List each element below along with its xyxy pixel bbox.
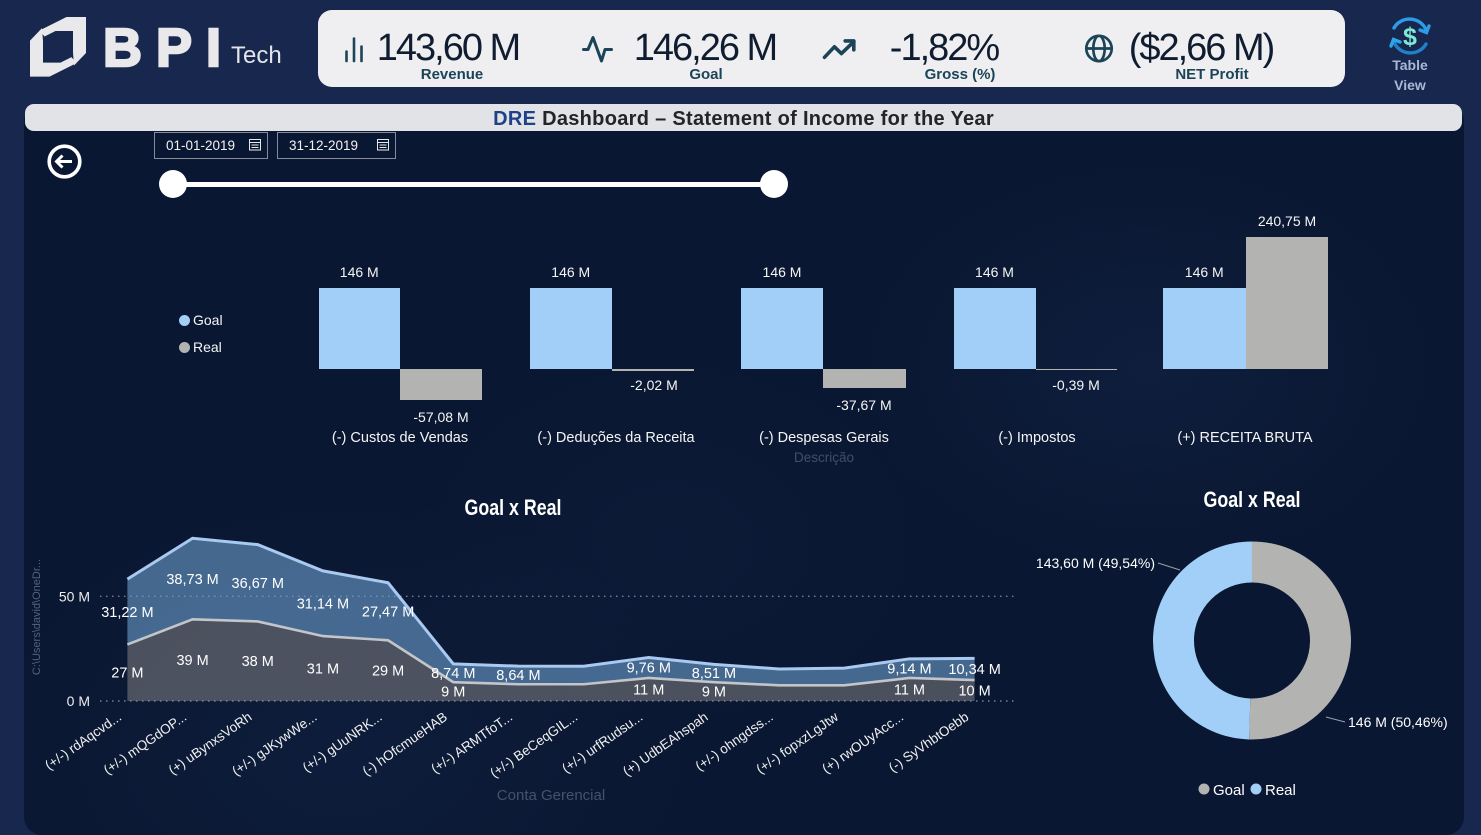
- svg-text:9 M: 9 M: [441, 685, 465, 701]
- svg-text:38 M: 38 M: [242, 654, 274, 670]
- svg-text:8,51 M: 8,51 M: [692, 666, 736, 682]
- svg-text:8,74 M: 8,74 M: [431, 666, 475, 682]
- svg-text:8,64 M: 8,64 M: [496, 668, 540, 684]
- svg-text:29 M: 29 M: [372, 664, 404, 680]
- svg-text:10,34 M: 10,34 M: [948, 662, 1000, 678]
- svg-text:9,76 M: 9,76 M: [627, 661, 671, 677]
- svg-text:27 M: 27 M: [111, 666, 143, 682]
- svg-text:C:\Users\david\OneDr...: C:\Users\david\OneDr...: [31, 559, 43, 675]
- svg-text:39 M: 39 M: [176, 653, 208, 669]
- svg-text:31,22 M: 31,22 M: [101, 605, 153, 621]
- svg-text:50 M: 50 M: [59, 588, 90, 604]
- svg-text:10 M: 10 M: [958, 684, 990, 700]
- svg-text:31,14 M: 31,14 M: [297, 596, 349, 612]
- svg-text:31 M: 31 M: [307, 662, 339, 678]
- svg-text:0 M: 0 M: [67, 693, 90, 709]
- svg-text:Real: Real: [1265, 782, 1296, 799]
- svg-text:11 M: 11 M: [894, 682, 925, 698]
- svg-text:11 M: 11 M: [633, 682, 664, 698]
- svg-text:Goal: Goal: [1213, 782, 1245, 799]
- svg-text:Conta Gerencial: Conta Gerencial: [497, 787, 605, 804]
- svg-text:27,47 M: 27,47 M: [362, 605, 414, 621]
- svg-text:36,67 M: 36,67 M: [232, 576, 284, 592]
- svg-text:143,60 M (49,54%): 143,60 M (49,54%): [1036, 555, 1155, 571]
- svg-text:$: $: [1403, 23, 1417, 51]
- svg-text:Goal x Real: Goal x Real: [465, 495, 562, 520]
- svg-text:146 M (50,46%): 146 M (50,46%): [1348, 714, 1448, 730]
- svg-text:9 M: 9 M: [702, 685, 726, 701]
- svg-text:38,73 M: 38,73 M: [166, 572, 218, 588]
- svg-text:9,14 M: 9,14 M: [887, 661, 931, 677]
- svg-text:Goal x Real: Goal x Real: [1204, 487, 1301, 512]
